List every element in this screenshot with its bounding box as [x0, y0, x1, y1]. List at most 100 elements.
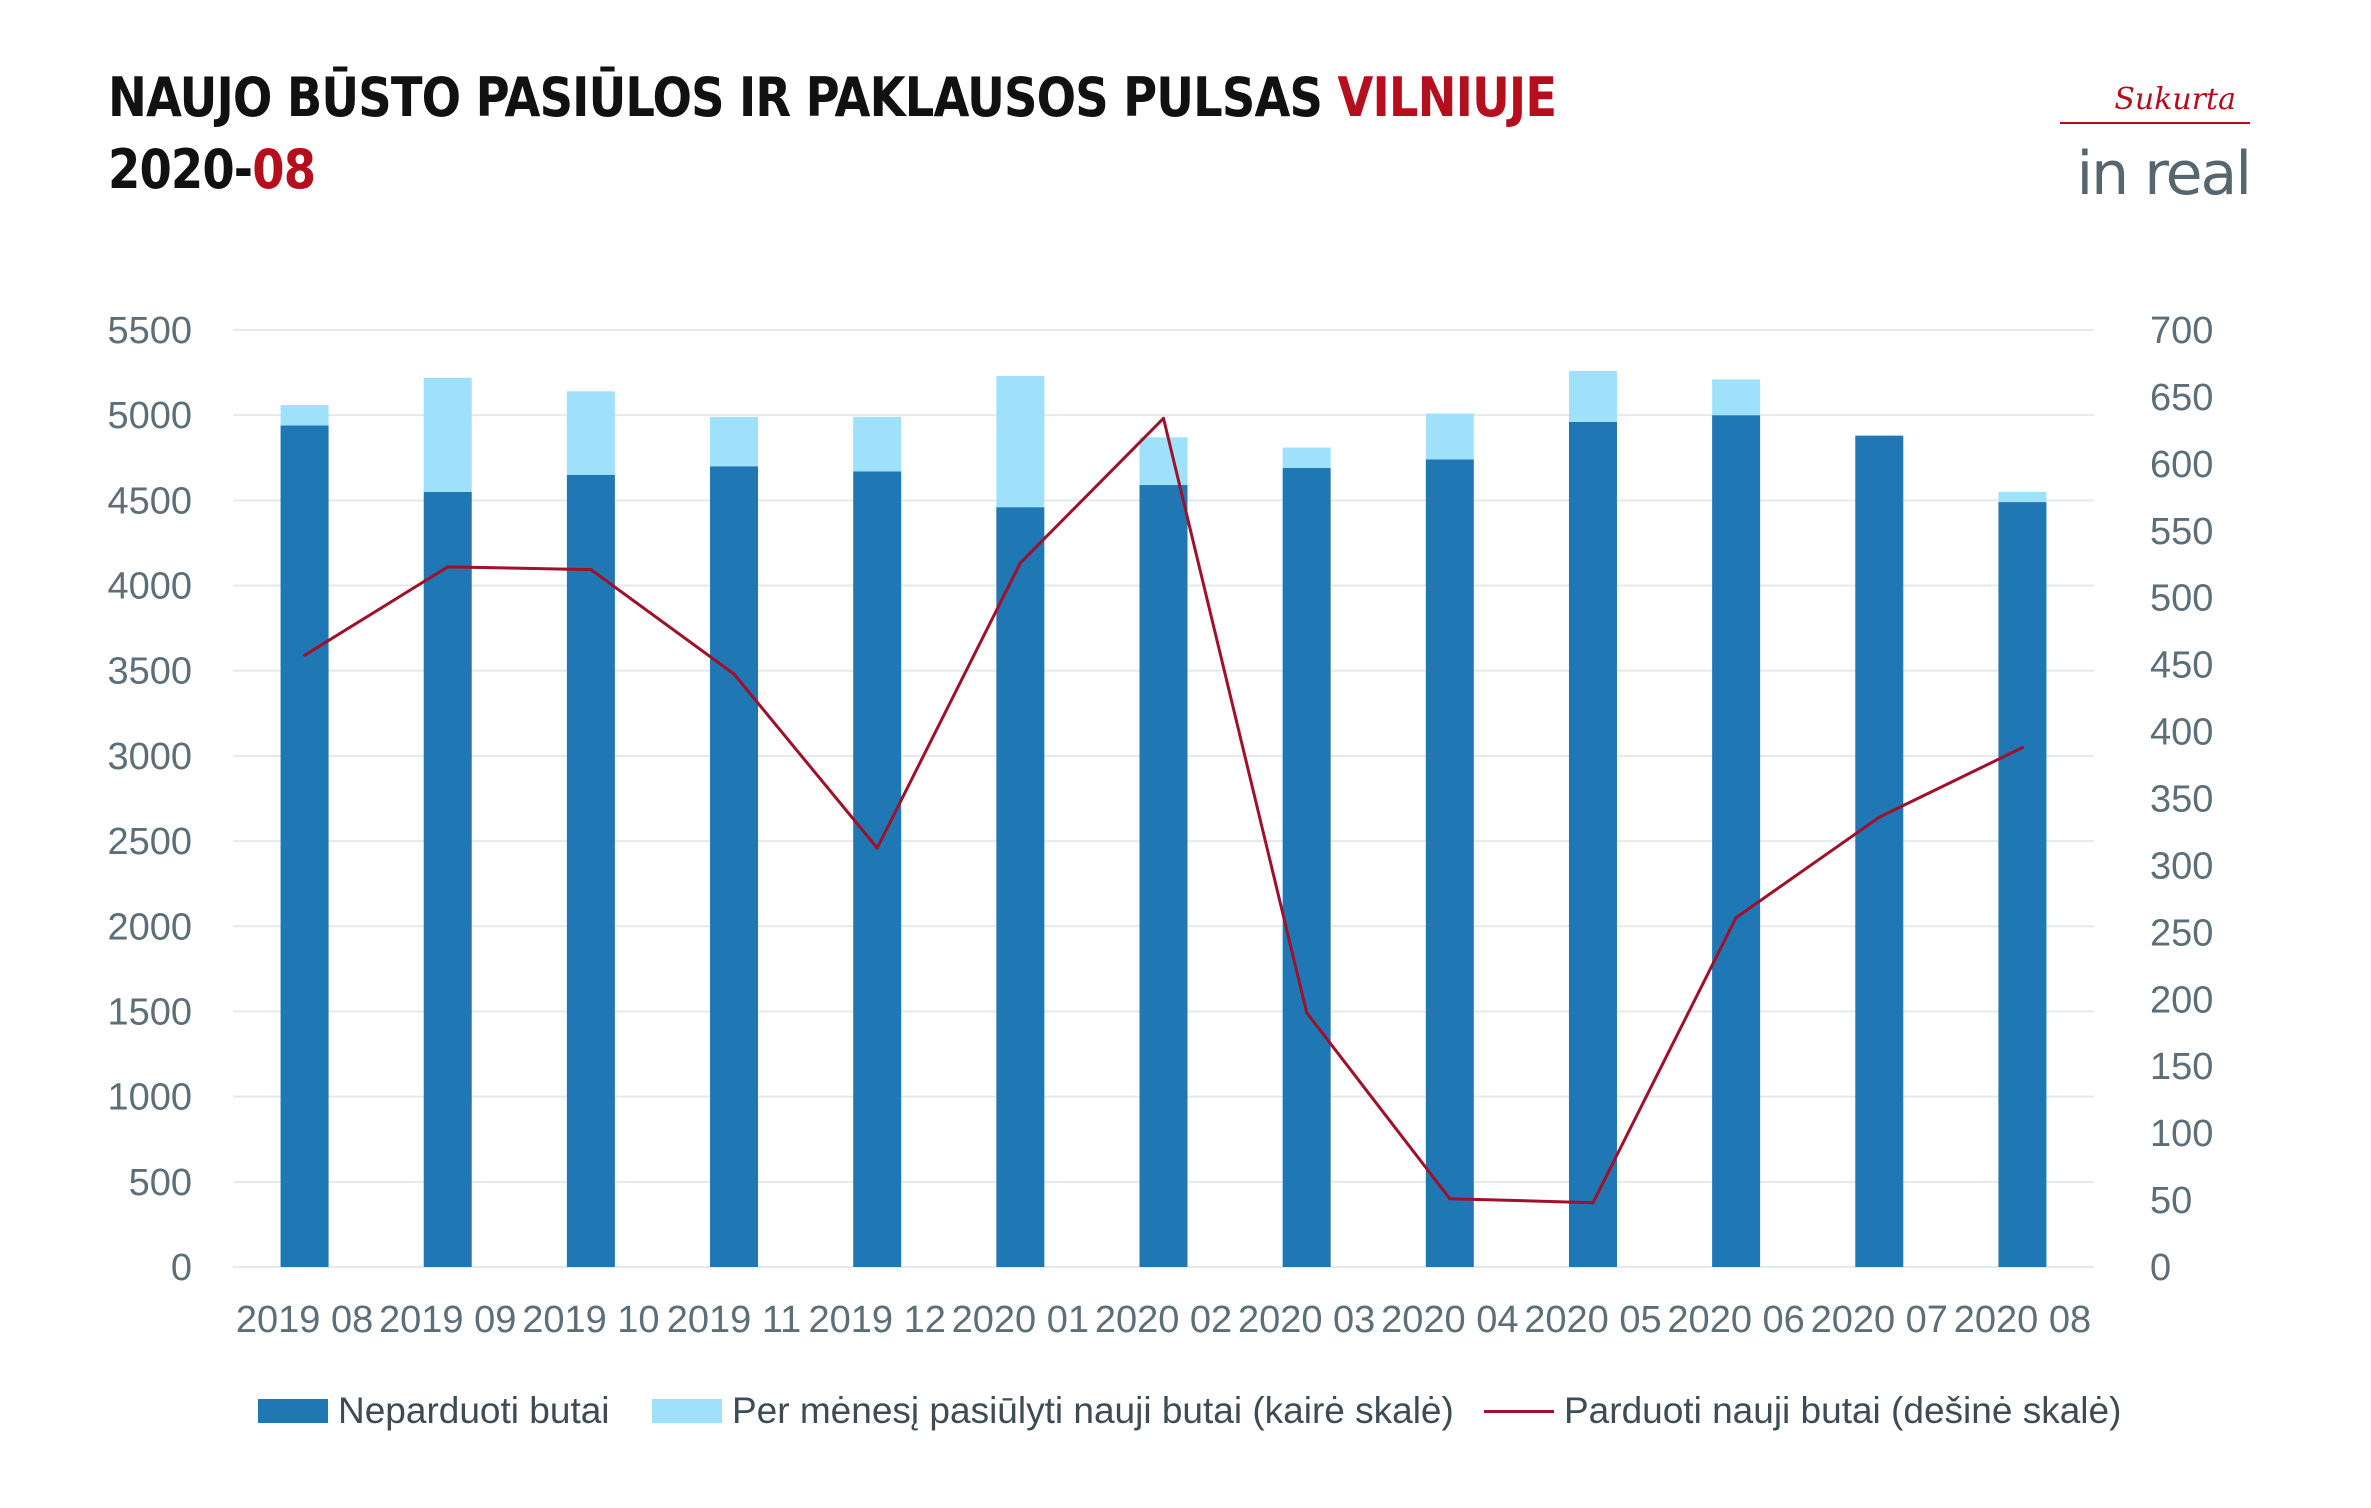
left-tick-label: 5000 [107, 395, 192, 437]
point-sold [303, 653, 307, 657]
bar-unsold [710, 466, 759, 1268]
bar-unsold [1855, 435, 1904, 1267]
x-tick-label: 2020 01 [952, 1299, 1089, 1341]
legend-line-sold [1484, 1409, 1554, 1413]
left-tick-label: 1000 [107, 1077, 192, 1119]
right-tick-label: 500 [2150, 578, 2213, 620]
bar-unsold [1998, 502, 2047, 1267]
line-series [303, 416, 2024, 1205]
x-tick-label: 2020 08 [1954, 1299, 2091, 1341]
bar-unsold [996, 507, 1045, 1267]
bar-unsold [1425, 459, 1474, 1268]
bar-offered [1139, 437, 1188, 486]
right-tick-label: 450 [2150, 645, 2213, 687]
bar-unsold [1568, 421, 1617, 1268]
x-tick-label: 2020 06 [1667, 1299, 1804, 1341]
legend-item-unsold: Neparduoti butai [258, 1386, 610, 1436]
bar-offered [1998, 491, 2047, 503]
right-tick-label: 0 [2150, 1247, 2171, 1289]
bar-series [280, 370, 2047, 1268]
bar-unsold [1712, 415, 1761, 1267]
x-tick-label: 2020 03 [1238, 1299, 1375, 1341]
brand-logo: Sukurta in real [2050, 70, 2252, 210]
point-sold [2020, 746, 2024, 750]
point-sold [1162, 416, 1165, 420]
bar-unsold [280, 425, 329, 1267]
bar-offered [1282, 447, 1331, 468]
legend-swatch-offered [652, 1399, 722, 1423]
subtitle-text: 2020- [108, 138, 253, 201]
left-tick-label: 4500 [107, 480, 192, 522]
x-axis: 2019 08 2019 09 2019 10 2019 11 2019 12 2020 … [236, 1299, 2091, 1341]
legend-label-sold: Parduoti nauji butai (dešinė skalė) [1564, 1390, 2122, 1431]
x-tick-label: 2020 04 [1381, 1299, 1518, 1341]
x-tick-label: 2019 12 [809, 1299, 946, 1341]
point-sold [1734, 916, 1738, 920]
left-tick-label: 2000 [107, 906, 192, 948]
bar-unsold [423, 491, 472, 1267]
x-tick-label: 2020 02 [1095, 1299, 1232, 1341]
logo-wordmark: in real [2076, 139, 2252, 209]
logo-underline [2060, 122, 2250, 124]
title-line-1: NAUJO BŪSTO PASIŪLOS IR PAKLAUSOS PULSAS… [108, 62, 1557, 134]
left-tick-label: 4000 [107, 566, 192, 608]
bar-offered [1425, 413, 1474, 460]
point-sold [732, 672, 736, 676]
x-tick-label: 2020 07 [1811, 1299, 1948, 1341]
point-sold [1018, 561, 1022, 565]
right-tick-label: 600 [2150, 444, 2213, 486]
left-tick-label: 1500 [107, 991, 192, 1033]
right-tick-label: 150 [2150, 1046, 2213, 1088]
right-tick-label: 250 [2150, 912, 2213, 954]
bar-unsold [1282, 467, 1331, 1268]
title-city: VILNIUJE [1337, 66, 1557, 129]
legend-item-offered: Per mėnesį pasiūlyti nauji butai (kairė … [652, 1386, 1454, 1436]
left-tick-label: 0 [171, 1247, 192, 1289]
title-line-2: 2020-08 [108, 134, 1556, 206]
bar-offered [423, 377, 472, 492]
right-tick-label: 200 [2150, 979, 2213, 1021]
bar-offered [1568, 370, 1617, 422]
legend-item-sold: Parduoti nauji butai (dešinė skalė) [1484, 1386, 2121, 1436]
x-tick-label: 2019 08 [236, 1299, 373, 1341]
right-tick-label: 50 [2150, 1180, 2192, 1222]
x-tick-label: 2019 11 [667, 1299, 802, 1341]
right-tick-label: 300 [2150, 845, 2213, 887]
x-tick-label: 2020 05 [1524, 1299, 1661, 1341]
right-tick-label: 100 [2150, 1113, 2213, 1155]
legend: Neparduoti butai Per mėnesį pasiūlyti na… [0, 1386, 2371, 1436]
left-tick-label: 3000 [107, 736, 192, 778]
bar-offered [280, 404, 329, 426]
bar-unsold [566, 474, 615, 1267]
right-tick-label: 650 [2150, 377, 2213, 419]
point-sold [875, 846, 879, 850]
left-tick-label: 500 [129, 1162, 192, 1204]
point-sold [589, 568, 593, 572]
right-axis: 0 50 100 150 200 250 300 350 400 450 500 550 600 650 7… [2150, 310, 2213, 1289]
point-sold [1305, 1011, 1309, 1015]
point-sold [1591, 1201, 1595, 1205]
bar-offered [710, 416, 759, 467]
x-tick-label: 2019 10 [522, 1299, 659, 1341]
point-sold [1877, 815, 1881, 819]
bar-offered [996, 375, 1045, 508]
right-tick-label: 550 [2150, 511, 2213, 553]
left-tick-label: 3500 [107, 651, 192, 693]
x-tick-label: 2019 09 [379, 1299, 516, 1341]
point-sold [1448, 1197, 1452, 1201]
title-text: NAUJO BŪSTO PASIŪLOS IR PAKLAUSOS PULSAS [108, 66, 1338, 129]
bar-offered [566, 391, 615, 475]
subtitle-month: 08 [252, 138, 316, 201]
left-tick-label: 2500 [107, 821, 192, 863]
left-tick-label: 5500 [107, 310, 192, 352]
bar-offered [853, 416, 902, 472]
right-tick-label: 400 [2150, 712, 2213, 754]
bar-unsold [1139, 485, 1188, 1268]
point-sold [446, 565, 450, 569]
right-tick-label: 700 [2150, 310, 2213, 352]
logo-signature: Sukurta [2114, 82, 2236, 117]
left-axis: 0 500 1000 1500 2000 2500 3000 3500 4000 4500 5000… [107, 310, 192, 1289]
bar-offered [1712, 379, 1761, 416]
legend-label-offered: Per mėnesį pasiūlyti nauji butai (kairė … [732, 1390, 1454, 1431]
